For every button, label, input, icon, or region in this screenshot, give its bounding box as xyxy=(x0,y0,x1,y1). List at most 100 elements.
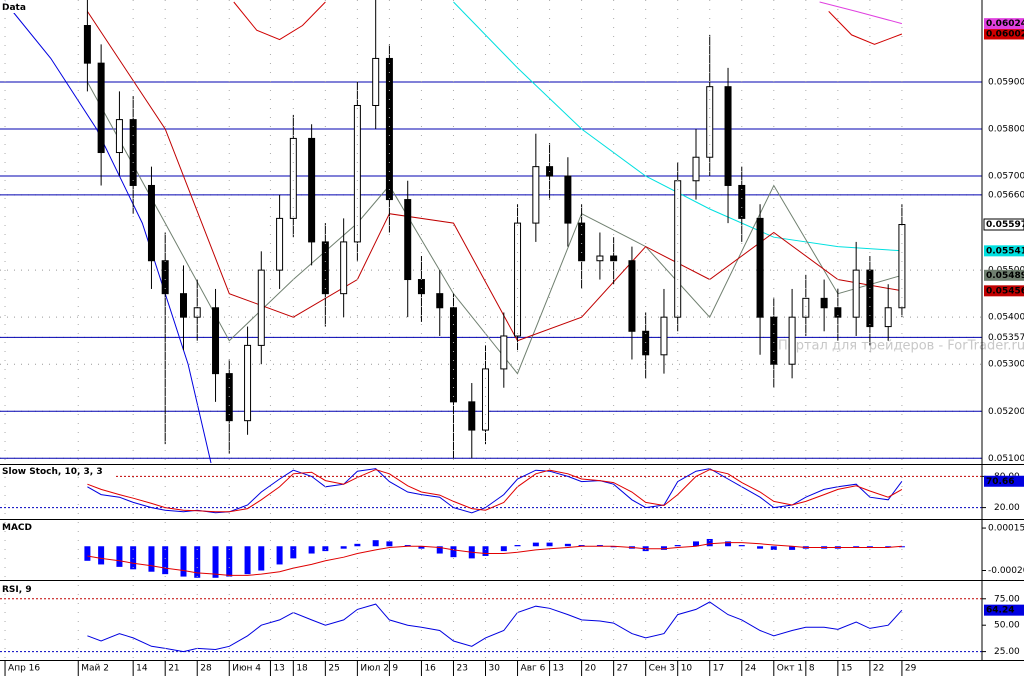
y-tick-label: 20.00 xyxy=(994,503,1020,513)
panel-title: Data xyxy=(2,3,26,13)
x-tick-label: 30 xyxy=(489,664,501,674)
value-tag-label: 70.66 xyxy=(986,477,1014,487)
histogram-bar xyxy=(308,546,315,554)
candle-body xyxy=(436,293,444,309)
candle-body xyxy=(225,373,233,422)
x-tick-label: 20 xyxy=(585,664,597,674)
candle-body xyxy=(385,57,393,201)
histogram-bar xyxy=(482,546,489,556)
value-tag-label: 0.06002 xyxy=(986,29,1024,39)
histogram-bar xyxy=(674,545,681,547)
candle-body xyxy=(276,217,284,271)
panel-title: MACD xyxy=(2,523,32,533)
histogram-bar xyxy=(98,546,105,565)
histogram-bar xyxy=(436,546,443,554)
histogram-bar xyxy=(212,546,219,578)
candle-body xyxy=(692,156,700,182)
histogram-bar xyxy=(276,546,283,565)
value-tag xyxy=(984,285,1024,297)
candle-body xyxy=(820,297,828,309)
candle-body xyxy=(353,104,361,243)
histogram-bar xyxy=(596,545,603,547)
x-tick-label: Авг 6 xyxy=(521,664,546,674)
y-tick-label: 0.05700 xyxy=(988,172,1024,182)
x-tick-label: 28 xyxy=(200,664,212,674)
histogram-bar xyxy=(725,541,732,547)
value-tag-label: 0.05456 xyxy=(986,286,1024,296)
value-tag-label: 64.24 xyxy=(986,606,1014,616)
x-tick-label: Май 2 xyxy=(81,664,109,674)
candle-body xyxy=(115,119,123,154)
x-tick-label: Окт 1 xyxy=(777,664,803,674)
x-tick-label: 18 xyxy=(296,664,308,674)
panel-title: RSI, 9 xyxy=(2,585,32,595)
panel-title-bg xyxy=(0,584,38,595)
y-tick-label: 0.05357 xyxy=(988,333,1024,343)
histogram-bar xyxy=(853,546,860,548)
value-tag xyxy=(984,18,1024,30)
y-tick-label: 25.00 xyxy=(994,647,1020,657)
candle-body xyxy=(738,184,746,219)
candle-body xyxy=(578,222,586,262)
candle-body xyxy=(596,255,604,262)
candle-body xyxy=(724,86,732,186)
candle-body xyxy=(802,297,810,318)
indicator-line xyxy=(87,469,903,513)
x-tick-label: Сен 3 xyxy=(649,664,675,674)
x-tick-label: Июн 4 xyxy=(232,664,261,674)
histogram-bar xyxy=(514,545,521,547)
histogram-bar xyxy=(226,546,233,577)
panel-title-bg xyxy=(0,522,27,533)
y-tick-label: 0.05200 xyxy=(988,407,1024,417)
panel-title: Slow Stoch, 10, 3, 3 xyxy=(2,467,103,477)
candle-body xyxy=(674,180,682,318)
y-tick-label: 0.05100 xyxy=(988,454,1024,464)
candle-body xyxy=(147,184,155,262)
candle-body xyxy=(834,307,842,318)
value-tag xyxy=(983,218,1024,231)
x-tick-label: 10 xyxy=(681,664,693,674)
candle-body xyxy=(340,241,348,295)
value-tag xyxy=(984,245,1024,257)
y-tick-label: 75.00 xyxy=(994,594,1020,604)
x-tick-label: 27 xyxy=(617,664,628,674)
candle-body xyxy=(244,344,252,422)
value-tag xyxy=(984,269,1024,281)
value-tag xyxy=(984,604,1024,616)
candle-body xyxy=(129,119,137,186)
histogram-bar xyxy=(706,538,713,547)
candle-body xyxy=(83,25,91,64)
indicator-line xyxy=(87,601,903,653)
x-tick-label: Апр 16 xyxy=(8,664,40,674)
value-tag-label: 0.05597 xyxy=(986,220,1024,230)
value-tag-label: 0.06024 xyxy=(986,19,1024,29)
candle-body xyxy=(468,401,476,431)
candle-body xyxy=(257,269,265,346)
x-tick-label: 15 xyxy=(841,664,852,674)
candle-body xyxy=(788,316,796,365)
x-tick-label: 16 xyxy=(424,664,436,674)
histogram-bar xyxy=(130,546,137,570)
indicator-line xyxy=(819,1,903,25)
candle-body xyxy=(289,137,297,219)
candle-body xyxy=(660,316,668,356)
indicator-line xyxy=(233,1,903,45)
candle-body xyxy=(321,241,329,295)
y-tick-label: 0.00015 xyxy=(988,524,1024,534)
histogram-bar xyxy=(757,546,764,549)
candle-body xyxy=(756,217,764,318)
watermark: Портал для трейдеров - ForTrader.ru xyxy=(778,339,1024,354)
histogram-bar xyxy=(148,546,155,572)
histogram-bar xyxy=(244,546,251,575)
candle-body xyxy=(404,199,412,281)
histogram-bar xyxy=(372,540,379,547)
histogram-bar xyxy=(322,546,329,552)
panel-title-bg xyxy=(0,466,116,477)
candle-body xyxy=(179,293,187,318)
histogram-bar xyxy=(84,546,91,561)
histogram-bar xyxy=(386,541,393,547)
histogram-bar xyxy=(546,542,553,547)
x-tick-label: 9 xyxy=(392,664,398,674)
